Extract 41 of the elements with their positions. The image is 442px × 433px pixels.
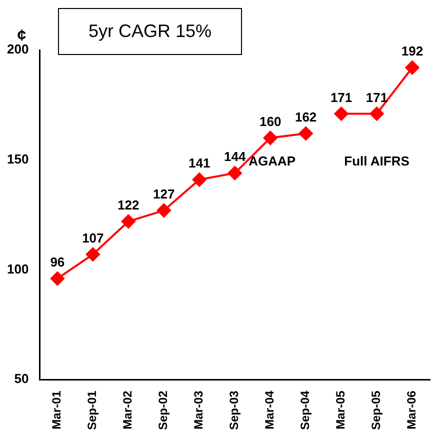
point: [86, 247, 100, 262]
y-tick-label: 50: [14, 371, 29, 386]
text: 5yr CAGR 15%: [58, 8, 242, 55]
annotation: AGAAP: [248, 154, 296, 169]
x-tick-label: Mar-02: [120, 390, 135, 430]
point: [334, 106, 348, 121]
x-tick-label: Mar-04: [262, 390, 277, 430]
y-axis-title: ¢: [17, 27, 26, 44]
data-label: 141: [188, 156, 210, 171]
x-tick-label: Mar-03: [192, 390, 206, 430]
point: [228, 166, 242, 180]
x-tick-label: Sep-01: [85, 390, 100, 430]
point: [263, 130, 278, 145]
data-label: 160: [259, 114, 282, 129]
point: [192, 172, 206, 187]
data-label: 192: [401, 44, 424, 59]
x-tick-label: Sep-02: [156, 390, 170, 430]
data-label: 127: [153, 186, 175, 202]
data-label: 171: [366, 90, 388, 105]
data-label: 107: [82, 230, 104, 246]
x-tick-label: Sep-03: [227, 390, 242, 430]
y-tick-label: 200: [6, 42, 29, 57]
data-label: 144: [224, 149, 246, 164]
x-tick-label: Sep-05: [369, 390, 384, 430]
x-tick-label: Mar-01: [50, 390, 64, 430]
x-tick-label: Mar-05: [334, 390, 348, 430]
y-tick-label: 150: [6, 151, 29, 166]
point: [405, 60, 420, 75]
data-label: 162: [294, 110, 317, 125]
point: [370, 106, 384, 121]
point: [121, 214, 136, 228]
data-label: 96: [50, 254, 65, 270]
data-label: 122: [118, 197, 140, 212]
point: [50, 272, 64, 286]
point: [298, 126, 313, 141]
annotation: Full AIFRS: [344, 154, 410, 169]
x-tick-label: Mar-06: [404, 390, 419, 430]
point: [156, 203, 171, 218]
y-tick-label: 100: [6, 261, 29, 276]
data-label: 171: [330, 90, 352, 105]
x-tick-label: Sep-04: [298, 390, 312, 430]
